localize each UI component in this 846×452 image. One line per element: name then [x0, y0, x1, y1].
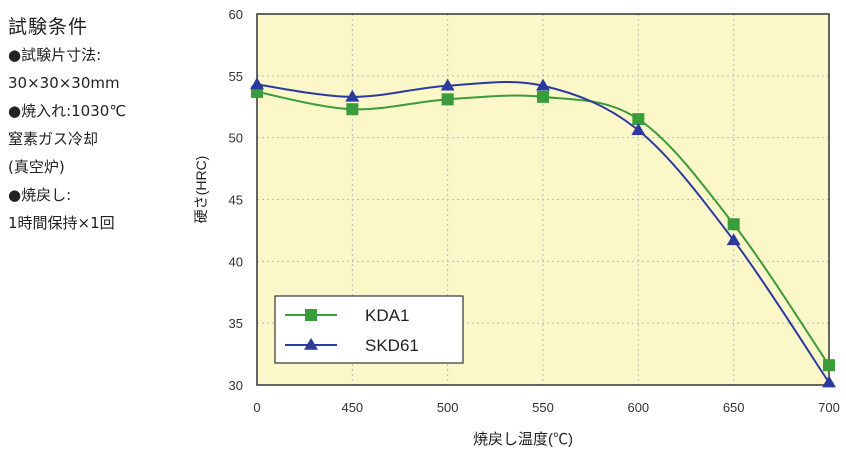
condition-line: ●焼戻し: [8, 186, 72, 204]
x-tick-label: 0 [253, 400, 260, 415]
test-conditions: 試験条件 ●試験片寸法: 30×30×30mm ●焼入れ:1030℃ 窒素ガス冷… [8, 14, 228, 242]
y-tick-label: 40 [229, 254, 243, 269]
condition-line: 30×30×30mm [8, 74, 120, 92]
y-axis-ticks: 30 35 40 45 50 55 60 [229, 7, 243, 393]
data-point-skd61 [822, 375, 836, 388]
data-point-skd61 [536, 78, 550, 91]
data-point-kda1 [441, 93, 454, 106]
legend-marker-kda1 [305, 309, 317, 321]
x-tick-label: 450 [341, 400, 363, 415]
data-point-skd61 [345, 89, 360, 102]
data-point-kda1 [632, 113, 645, 126]
y-tick-label: 45 [229, 193, 243, 208]
x-axis-label: 焼戻し温度(℃) [473, 431, 573, 448]
data-point-kda1 [537, 90, 549, 103]
data-point-skd61 [440, 78, 455, 91]
plot-frame [256, 13, 830, 386]
y-axis-label: 硬さ(HRC) [193, 156, 209, 224]
condition-line: ●試験片寸法: [8, 46, 102, 64]
condition-line: (真空炉) [8, 158, 65, 176]
condition-line: 1時間保持×1回 [8, 214, 115, 232]
condition-line: 窒素ガス冷却 [8, 130, 99, 148]
x-tick-label: 600 [627, 400, 649, 415]
y-tick-label: 30 [229, 378, 243, 393]
grid-lines [257, 14, 829, 385]
data-point-kda1 [727, 218, 740, 231]
legend: KDA1 SKD61 [274, 295, 464, 364]
condition-line: ●焼入れ:1030℃ [8, 102, 127, 120]
legend-label-kda1: KDA1 [365, 306, 409, 325]
y-tick-label: 60 [229, 7, 243, 22]
y-tick-label: 50 [229, 131, 243, 146]
data-point-kda1 [823, 359, 835, 372]
x-tick-label: 700 [818, 400, 840, 415]
data-point-kda1 [346, 103, 359, 116]
legend-label-skd61: SKD61 [365, 336, 419, 355]
test-conditions-title: 試験条件 [8, 16, 89, 38]
x-tick-label: 550 [532, 400, 554, 415]
x-axis-ticks: 0 450 500 550 600 650 700 [253, 400, 839, 415]
data-point-skd61 [250, 77, 264, 90]
y-tick-label: 55 [229, 69, 243, 84]
legend-box [274, 295, 464, 364]
y-tick-label: 35 [229, 316, 243, 331]
x-tick-label: 650 [723, 400, 745, 415]
data-point-skd61 [726, 233, 741, 246]
x-tick-label: 500 [437, 400, 459, 415]
data-point-skd61 [631, 123, 646, 136]
series-layer [250, 77, 836, 388]
legend-marker-skd61 [304, 337, 318, 350]
